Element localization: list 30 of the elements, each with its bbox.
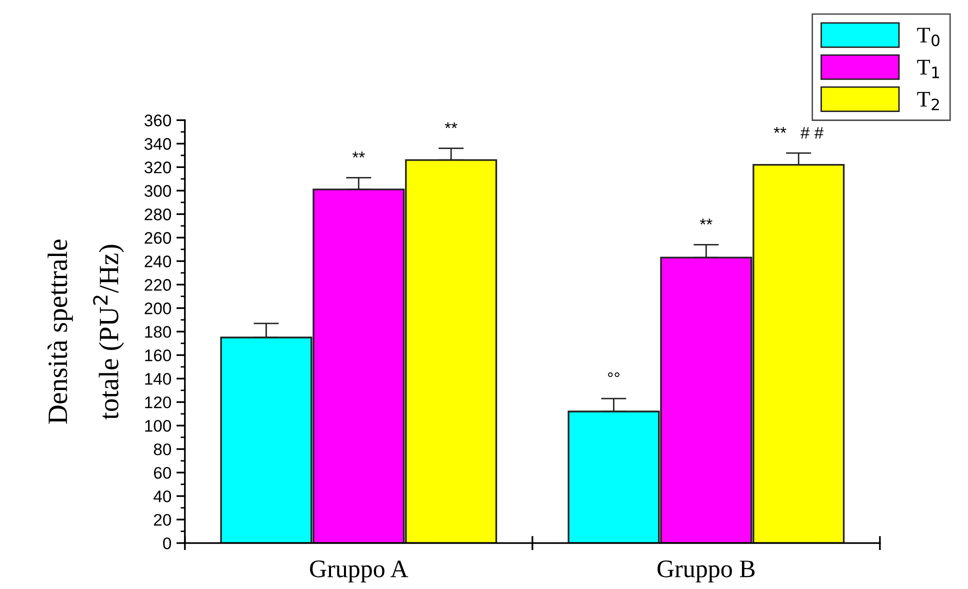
- data-label: **: [444, 122, 458, 128]
- y-tick-label: 140: [145, 372, 172, 385]
- y-tick-label: 120: [145, 396, 172, 408]
- y-tick-label: 220: [144, 279, 172, 291]
- y-tick-label: 200: [144, 302, 172, 314]
- legend-label: T$_{2}$: [917, 92, 939, 110]
- y-tick-label: 180: [145, 326, 172, 338]
- x-tick-label: Gruppo A: [310, 560, 408, 582]
- y-tick-label: 280: [144, 208, 172, 220]
- y-tick-label: 60: [154, 466, 172, 479]
- data-label: °°: [608, 372, 620, 377]
- y-tick-label: 260: [144, 232, 172, 244]
- y-tick-label: 100: [145, 420, 172, 432]
- y-tick-label: 320: [144, 162, 172, 174]
- y-tick-label: 340: [144, 138, 172, 150]
- x-tick-label: Gruppo B: [658, 560, 755, 582]
- data-label: **: [352, 152, 365, 158]
- y-tick-label: 0: [163, 537, 172, 550]
- data-label: ** # #: [774, 127, 824, 138]
- y-tick-label: 40: [154, 490, 172, 502]
- y-tick-label: 20: [154, 514, 172, 526]
- y-axis-title: Densità spettrale totale (PU$^{2}$/Hz): [48, 240, 124, 424]
- y-tick-label: 160: [145, 350, 172, 362]
- legend-label: T$_{1}$: [917, 60, 940, 78]
- data-label: **: [700, 218, 712, 224]
- y-tick-label: 300: [144, 185, 172, 197]
- legend-label: T$_{0}$: [917, 28, 940, 46]
- y-tick-label: 240: [144, 256, 172, 268]
- y-tick-label: 360: [144, 114, 172, 126]
- y-tick-label: 80: [154, 443, 172, 456]
